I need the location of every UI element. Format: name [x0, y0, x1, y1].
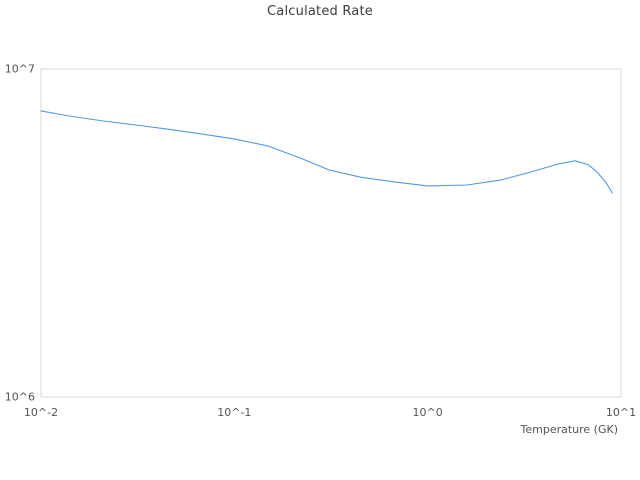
plot-area-border	[40, 68, 622, 398]
x-axis-title: Temperature (GK)	[520, 423, 619, 436]
x-tick-label: 10^-1	[217, 406, 252, 419]
x-tick-label: 10^0	[412, 406, 443, 419]
y-tick-label: 10^6	[4, 390, 35, 404]
y-tick-label: 10^7	[4, 62, 35, 76]
chart-title: Calculated Rate	[267, 4, 373, 19]
x-tick-label: 10^1	[605, 406, 637, 419]
rate-line-series	[40, 110, 613, 194]
x-tick-label: 10^-2	[23, 406, 59, 419]
